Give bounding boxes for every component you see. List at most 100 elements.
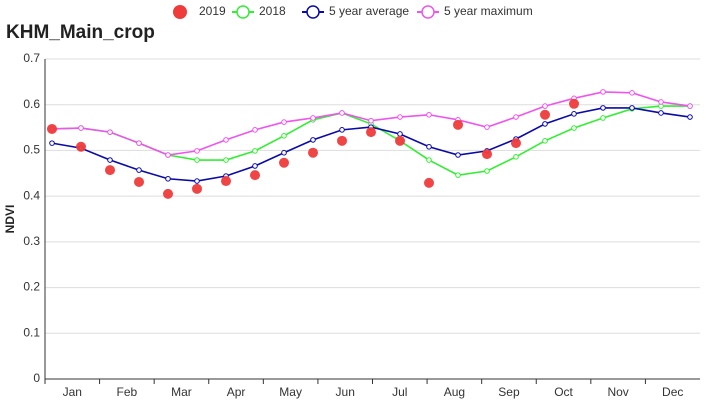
x-tick-label: Dec xyxy=(662,385,683,399)
point-marker xyxy=(136,140,142,146)
legend-label: 5 year average xyxy=(329,4,409,18)
x-tick-label: Oct xyxy=(554,385,573,399)
point-marker xyxy=(629,105,635,111)
point-marker xyxy=(107,157,113,163)
legend-label: 5 year maximum xyxy=(444,4,533,18)
point-marker xyxy=(165,175,171,182)
point-marker xyxy=(658,110,664,116)
point-marker xyxy=(194,157,200,163)
point-marker xyxy=(223,137,229,143)
legend-label: 2018 xyxy=(259,4,286,18)
x-tick-label: Jan xyxy=(63,385,82,399)
dot xyxy=(163,188,173,199)
legend-swatch xyxy=(173,5,187,19)
x-tick-label: Sep xyxy=(498,385,520,399)
point-marker xyxy=(484,124,490,130)
point-marker xyxy=(600,105,606,111)
y-tick-label: 0.5 xyxy=(23,143,40,157)
legend-label: 2019 xyxy=(199,4,226,18)
dot xyxy=(511,138,521,149)
point-marker xyxy=(484,168,490,174)
dot xyxy=(395,135,405,146)
point-marker xyxy=(252,163,258,169)
dot xyxy=(569,98,579,109)
point-marker xyxy=(397,114,403,120)
point-marker xyxy=(455,152,461,158)
point-marker xyxy=(310,137,316,143)
series-line xyxy=(51,105,690,176)
y-tick-label: 0.7 xyxy=(23,51,40,65)
point-marker xyxy=(281,133,287,139)
point-marker xyxy=(513,114,519,120)
dot xyxy=(134,176,144,187)
point-marker xyxy=(542,103,548,109)
point-marker xyxy=(455,172,461,178)
dot xyxy=(192,183,202,194)
point-marker xyxy=(339,110,345,116)
x-tick-label: May xyxy=(279,385,302,399)
point-marker xyxy=(542,138,548,144)
dot xyxy=(308,147,318,158)
y-axis-label: NDVI xyxy=(3,205,17,234)
dot xyxy=(47,123,57,134)
dot xyxy=(482,149,492,160)
point-marker xyxy=(658,99,664,105)
point-marker xyxy=(687,114,693,120)
x-tick-label: Aug xyxy=(444,385,465,399)
point-marker xyxy=(107,129,113,135)
point-marker xyxy=(252,148,258,154)
point-marker xyxy=(687,103,693,109)
x-tick-label: Jul xyxy=(392,385,407,399)
point-marker xyxy=(571,111,577,117)
dot xyxy=(279,157,289,168)
dot xyxy=(540,109,550,120)
legend-swatch xyxy=(236,5,250,19)
dot xyxy=(366,127,376,138)
point-marker xyxy=(426,143,432,150)
point-marker xyxy=(571,125,577,131)
x-tick-label: Apr xyxy=(227,385,246,399)
y-tick-label: 0.2 xyxy=(23,280,40,294)
point-marker xyxy=(194,148,200,154)
point-marker xyxy=(600,115,606,121)
dot xyxy=(105,165,115,176)
point-marker xyxy=(368,117,374,124)
y-tick-label: 0.4 xyxy=(23,188,40,202)
point-marker xyxy=(513,154,519,160)
point-marker xyxy=(252,127,258,133)
point-marker xyxy=(310,115,316,121)
y-tick-label: 0 xyxy=(33,371,40,385)
dot xyxy=(221,176,231,187)
point-marker xyxy=(49,140,55,146)
chart-title: KHM_Main_crop xyxy=(6,22,155,43)
point-marker xyxy=(600,89,606,95)
legend-swatch xyxy=(306,5,320,19)
dot xyxy=(76,141,86,152)
y-tick-label: 0.3 xyxy=(23,234,40,248)
legend-swatch xyxy=(421,5,435,19)
point-marker xyxy=(397,131,403,137)
point-marker xyxy=(542,121,548,127)
dot xyxy=(424,177,434,188)
point-marker xyxy=(281,149,287,156)
point-marker xyxy=(136,167,142,173)
point-marker xyxy=(426,157,432,163)
x-tick-label: Jun xyxy=(336,385,355,399)
point-marker xyxy=(281,119,287,125)
point-marker xyxy=(165,152,171,158)
point-marker xyxy=(339,127,345,133)
point-marker xyxy=(426,111,432,118)
point-marker xyxy=(78,125,84,131)
x-tick-label: Feb xyxy=(117,385,138,399)
x-tick-label: Mar xyxy=(171,385,192,399)
point-marker xyxy=(194,178,200,184)
point-marker xyxy=(223,157,229,163)
point-marker xyxy=(629,90,635,96)
x-tick-label: Nov xyxy=(607,385,628,399)
y-tick-label: 0.1 xyxy=(23,325,40,339)
dot xyxy=(453,119,463,130)
dot xyxy=(337,135,347,146)
y-tick-label: 0.6 xyxy=(23,97,40,111)
dot xyxy=(250,170,260,181)
